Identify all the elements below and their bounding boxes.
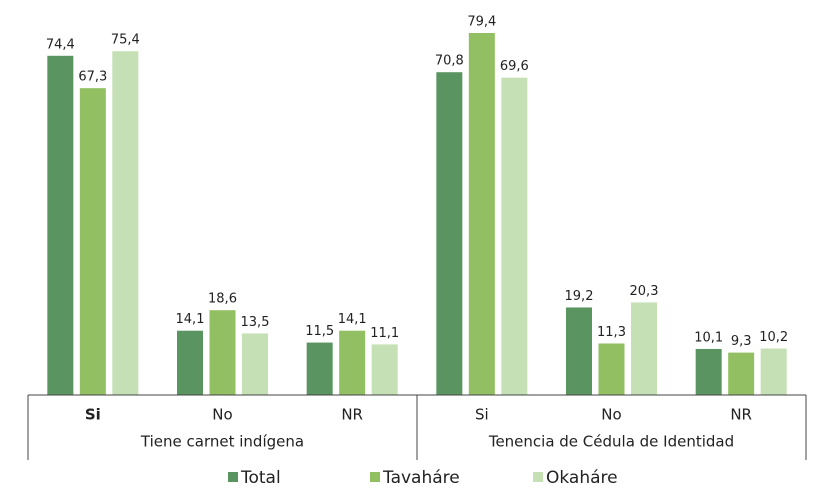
value-label: 10,2: [759, 330, 788, 345]
value-label: 11,1: [370, 326, 399, 341]
value-label: 74,4: [46, 37, 75, 52]
bar: [306, 342, 333, 395]
value-label: 10,1: [694, 330, 723, 345]
bar: [631, 302, 657, 395]
bar: [728, 352, 755, 395]
legend-label: Okaháre: [546, 468, 618, 488]
value-label: 11,5: [305, 324, 334, 339]
bar: [566, 307, 592, 395]
x-tick-label: No: [212, 406, 232, 424]
value-label: 67,3: [78, 70, 107, 85]
value-label: 69,6: [500, 59, 529, 74]
bar: [209, 310, 236, 395]
bar: [468, 33, 495, 395]
legend-swatch: [533, 472, 543, 482]
bar: [242, 333, 268, 395]
bar: [436, 72, 463, 395]
x-tick-label: Si: [85, 406, 101, 424]
x-tick-label: Si: [475, 406, 489, 424]
value-label: 18,6: [208, 292, 237, 307]
value-label: 75,4: [111, 33, 140, 48]
value-label: 14,1: [338, 312, 367, 327]
bar: [501, 77, 528, 395]
value-label: 79,4: [467, 15, 496, 30]
value-label: 70,8: [435, 54, 464, 69]
x-tick-label: No: [601, 406, 621, 424]
x-tick-label: NR: [730, 406, 752, 424]
group-label: Tiene carnet indígena: [140, 433, 304, 451]
bar: [47, 55, 74, 396]
bar: [760, 348, 787, 395]
legend-label: Total: [240, 468, 281, 488]
bar: [112, 51, 139, 395]
bar: [177, 330, 203, 395]
value-label: 19,2: [565, 289, 594, 304]
legend-swatch: [228, 472, 238, 482]
value-label: 20,3: [630, 284, 659, 299]
value-label: 13,5: [241, 315, 270, 330]
bar: [79, 88, 106, 395]
value-label: 14,1: [176, 312, 205, 327]
value-label: 11,3: [597, 325, 626, 340]
legend-label: Tavaháre: [382, 468, 460, 488]
value-label: 9,3: [731, 334, 752, 349]
bar: [695, 348, 722, 395]
bar: [598, 343, 625, 395]
group-label: Tenencia de Cédula de Identidad: [488, 433, 734, 451]
bar: [339, 330, 366, 395]
legend-swatch: [370, 472, 380, 482]
bar: [371, 344, 398, 395]
x-tick-label: NR: [341, 406, 363, 424]
